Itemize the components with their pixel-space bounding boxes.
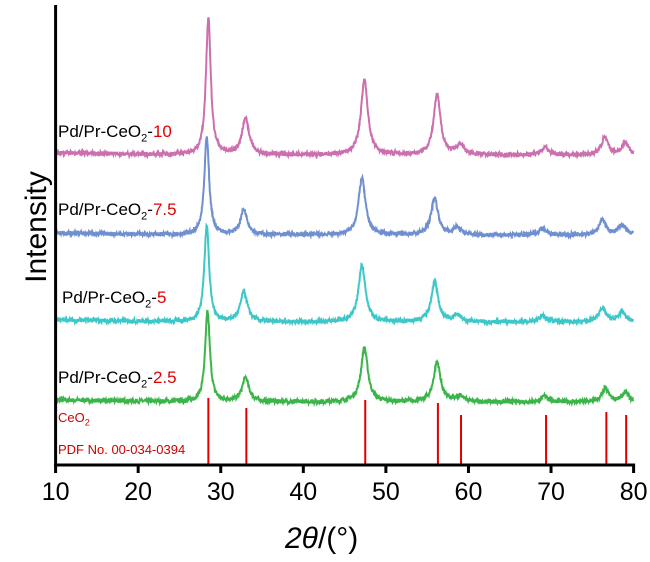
x-axis-label: 2θ/(°) (285, 522, 358, 556)
series-line-10 (54, 17, 635, 160)
reference-name: CeO2 (58, 410, 90, 428)
series-label-sub: 2 (141, 210, 148, 223)
series-label-value: 5 (156, 288, 167, 307)
x-axis-label-unit: /(°) (317, 522, 359, 555)
series-label-sub: 2 (141, 132, 148, 145)
x-tick-label: 50 (372, 478, 400, 506)
series-label-sub: 2 (145, 298, 152, 311)
series-label-prefix: Pd/Pr-CeO (58, 368, 142, 387)
series-label-dash: - (147, 200, 153, 219)
series-line-2.5 (54, 309, 635, 408)
x-tick-label: 30 (207, 478, 235, 506)
series-line-7.5 (54, 136, 635, 241)
series-label-prefix: Pd/Pr-CeO (62, 288, 146, 307)
x-tick-label: 60 (455, 478, 483, 506)
x-tick-label: 80 (620, 478, 648, 506)
series-label-prefix: Pd/Pr-CeO (58, 200, 142, 219)
series-line-5 (54, 222, 635, 328)
series-label-prefix: Pd/Pr-CeO (58, 122, 142, 141)
series-label: Pd/Pr-CeO2-10 (58, 122, 172, 144)
y-axis-label: Intensity (20, 171, 53, 283)
series-label-dash: - (147, 122, 153, 141)
series-label-value: 7.5 (152, 200, 177, 219)
x-tick-label: 70 (537, 478, 565, 506)
reference-name-sub: 2 (84, 417, 90, 428)
series-label: Pd/Pr-CeO2-7.5 (58, 200, 177, 222)
series-label-dash: - (151, 288, 157, 307)
series-label: Pd/Pr-CeO2-5 (62, 288, 166, 310)
x-tick-label: 10 (42, 478, 70, 506)
series-label: Pd/Pr-CeO2-2.5 (58, 368, 177, 390)
x-tick-label: 20 (124, 478, 152, 506)
reference-card: PDF No. 00-034-0394 (58, 442, 186, 457)
series-label-sub: 2 (141, 378, 148, 391)
x-tick-label: 40 (289, 478, 317, 506)
reference-name-text: CeO (58, 410, 85, 425)
series-label-value: 10 (152, 122, 172, 141)
series-label-value: 2.5 (152, 368, 177, 387)
x-axis-label-symbol: 2θ (285, 522, 318, 555)
series-label-dash: - (147, 368, 153, 387)
